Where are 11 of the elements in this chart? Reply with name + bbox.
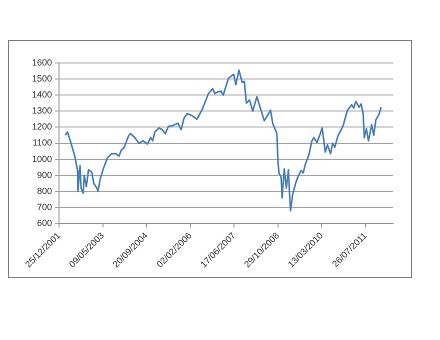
y-tick-label: 1100 <box>32 138 52 148</box>
y-tick-label: 1200 <box>32 122 52 132</box>
y-tick-label: 1300 <box>32 106 52 116</box>
y-tick-label: 900 <box>36 170 52 180</box>
y-tick-label: 700 <box>36 202 52 212</box>
y-tick-label: 800 <box>36 186 52 196</box>
y-tick-label: 1500 <box>32 74 52 84</box>
y-tick-label: 1600 <box>32 57 52 68</box>
y-tick-label: 1400 <box>32 90 52 100</box>
y-tick-label: 600 <box>36 218 52 228</box>
y-tick-label: 1000 <box>32 154 52 164</box>
